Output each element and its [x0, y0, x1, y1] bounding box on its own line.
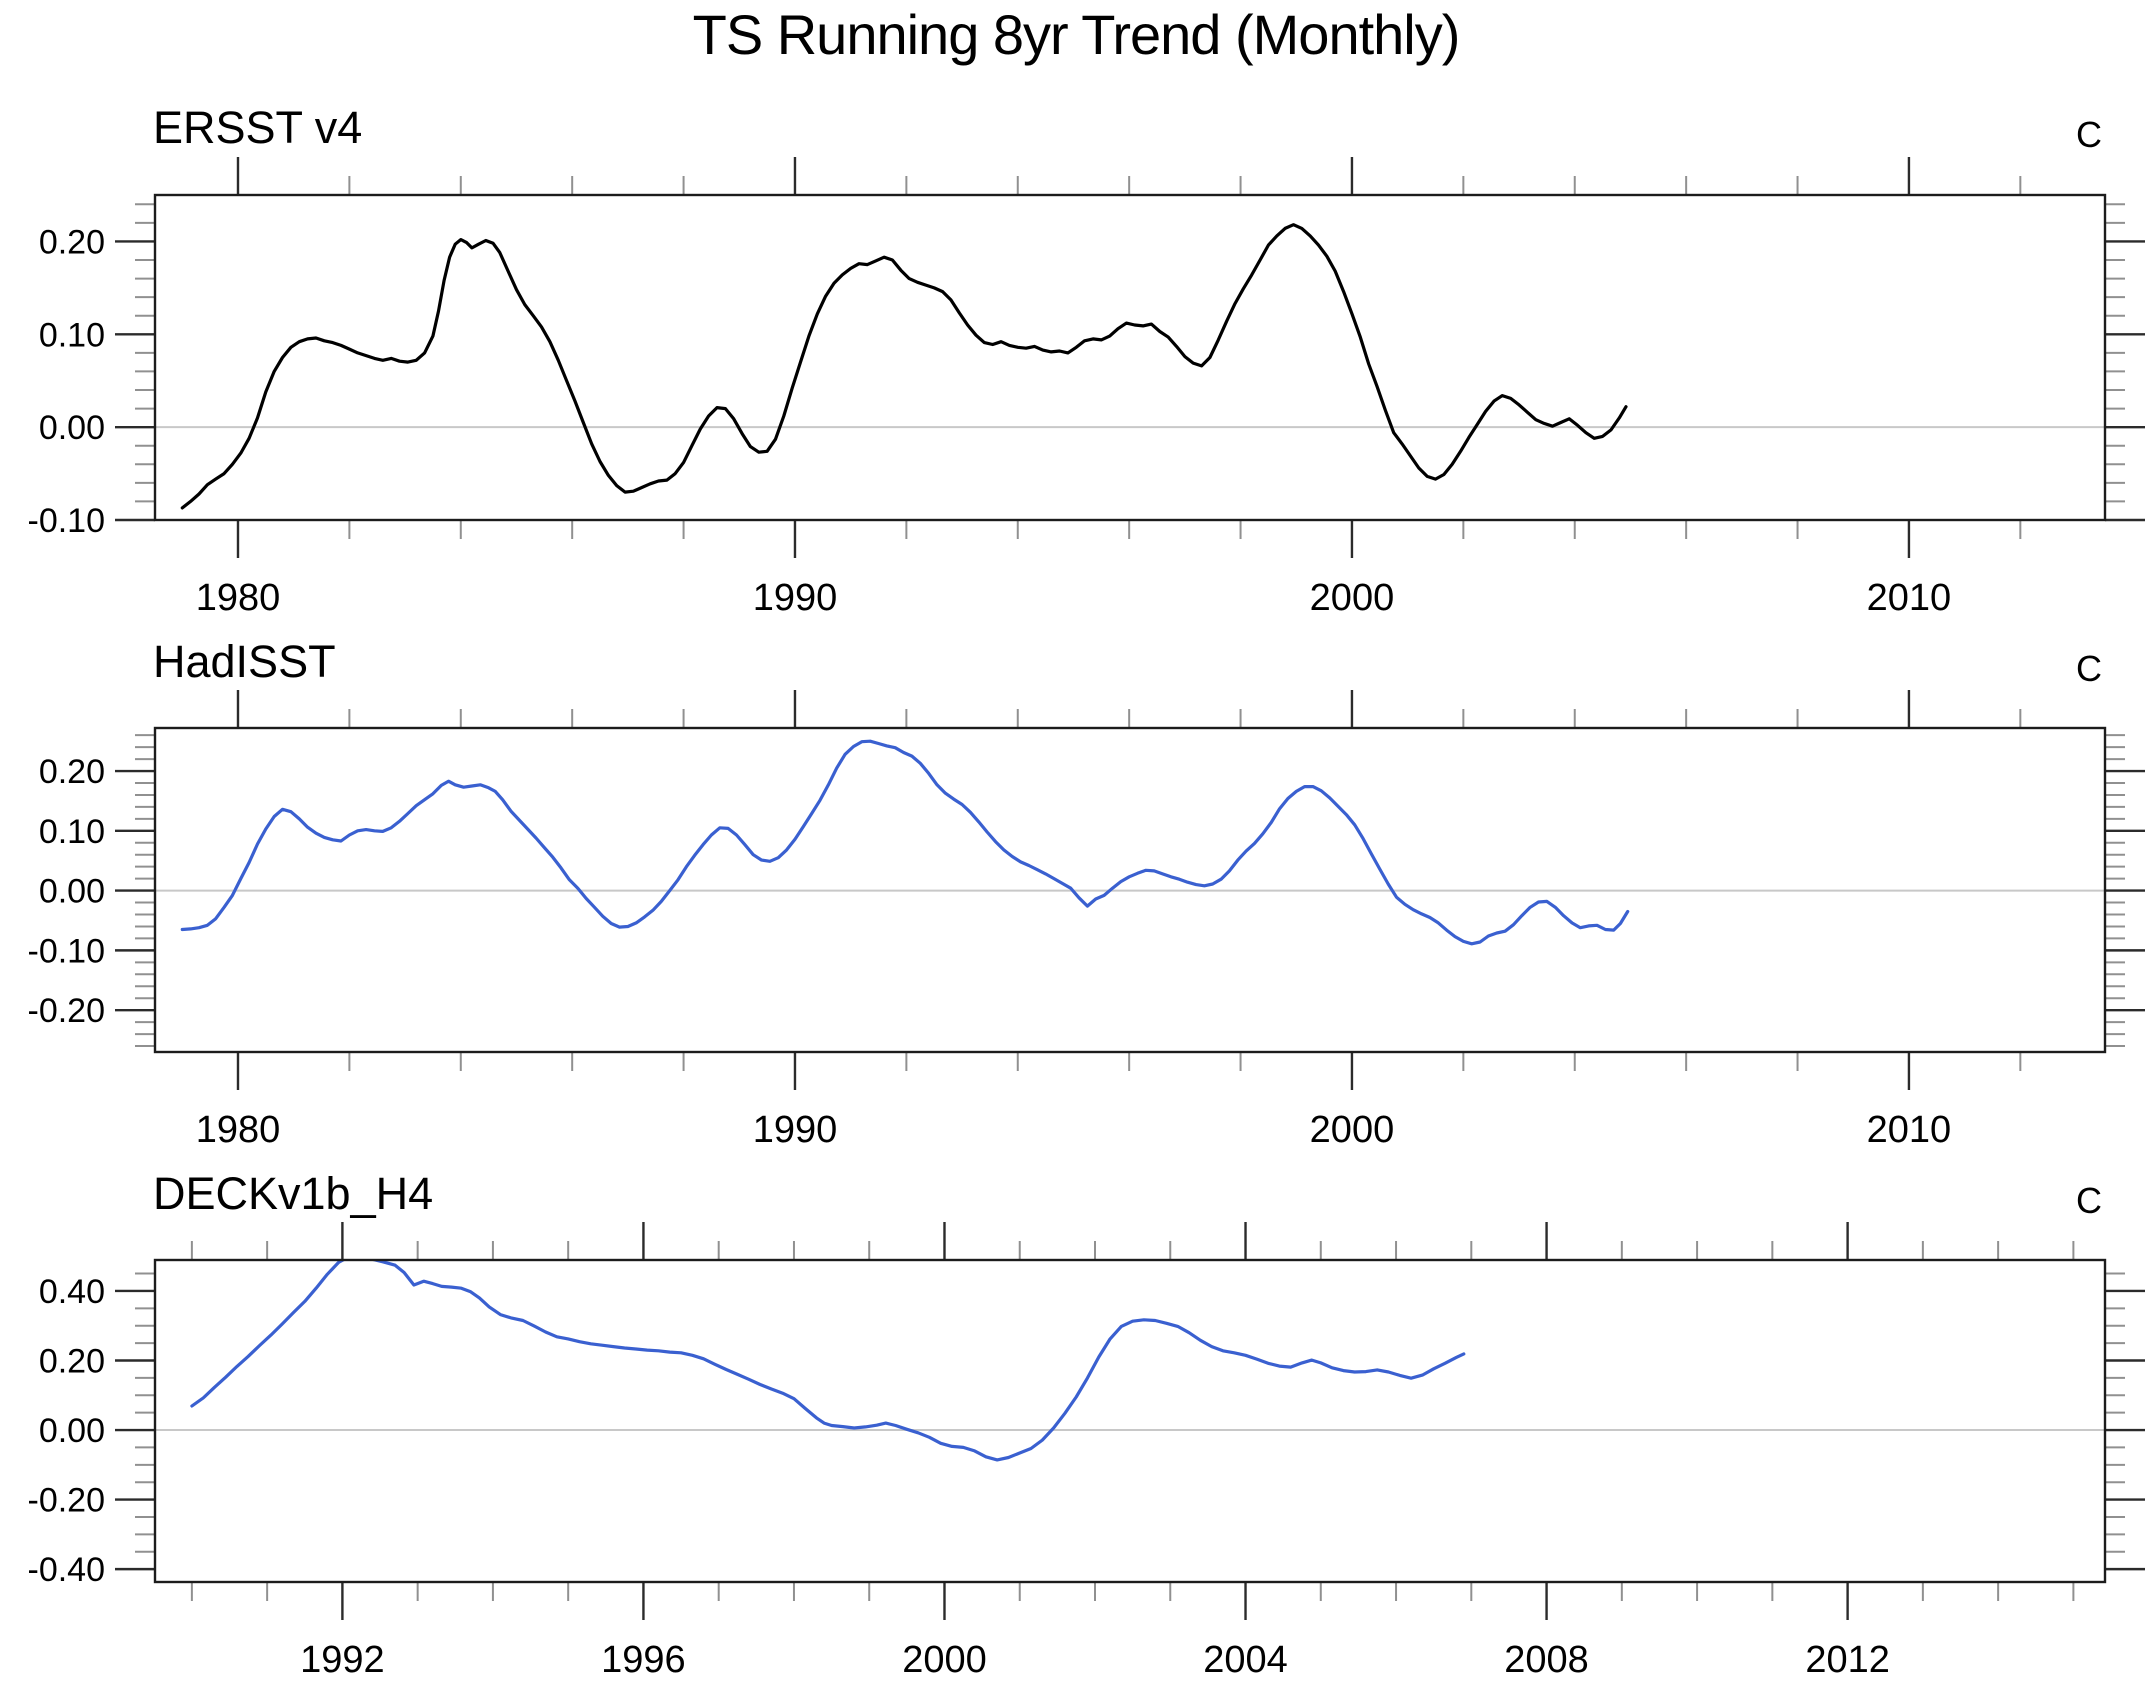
- y-tick-label: 0.00: [39, 873, 105, 911]
- x-tick-label: 1990: [753, 577, 838, 619]
- y-tick-label: -0.20: [28, 1482, 106, 1520]
- x-tick-label: 2000: [1310, 1109, 1395, 1151]
- panel-unit-ersst: C: [2076, 114, 2102, 155]
- x-tick-label: 2000: [902, 1639, 987, 1681]
- x-tick-label: 2000: [1310, 577, 1395, 619]
- panel-unit-deckv1b: C: [2076, 1180, 2102, 1221]
- y-tick-label: 0.00: [39, 409, 105, 447]
- series-line-2: [190, 1260, 1466, 1462]
- y-tick-label: 0.40: [39, 1273, 105, 1311]
- panel-frame: [153, 1258, 2107, 1584]
- panel-frame: [153, 193, 2107, 522]
- series-line-0: [180, 223, 1628, 510]
- x-tick-label: 1992: [300, 1639, 385, 1681]
- x-tick-label: 2010: [1867, 1109, 1952, 1151]
- x-tick-label: 2004: [1203, 1639, 1288, 1681]
- panel-unit-hadisst: C: [2076, 648, 2102, 689]
- y-tick-label: 0.10: [39, 316, 105, 354]
- y-tick-label: 0.20: [39, 753, 105, 791]
- panel-title-hadisst: HadISST: [153, 636, 336, 687]
- x-tick-label: 1980: [196, 1109, 281, 1151]
- figure-title: TS Running 8yr Trend (Monthly): [692, 3, 1461, 66]
- panel-title-ersst: ERSST v4: [153, 102, 363, 153]
- y-tick-label: -0.20: [28, 992, 106, 1030]
- x-tick-label: 2008: [1504, 1639, 1589, 1681]
- y-tick-label: -0.10: [28, 502, 106, 540]
- y-tick-label: 0.00: [39, 1412, 105, 1450]
- x-tick-label: 1980: [196, 577, 281, 619]
- x-tick-label: 2010: [1867, 577, 1952, 619]
- y-tick-label: 0.10: [39, 813, 105, 851]
- y-tick-label: 0.20: [39, 1342, 105, 1380]
- y-tick-label: -0.40: [28, 1551, 106, 1589]
- panel-frame: [153, 726, 2107, 1054]
- x-tick-label: 1990: [753, 1109, 838, 1151]
- x-tick-label: 1996: [601, 1639, 686, 1681]
- y-tick-label: -0.10: [28, 932, 106, 970]
- y-tick-label: 0.20: [39, 223, 105, 261]
- x-tick-label: 2012: [1805, 1639, 1890, 1681]
- panel-title-deckv1b: DECKv1b_H4: [153, 1168, 434, 1219]
- series-line-1: [180, 739, 1630, 946]
